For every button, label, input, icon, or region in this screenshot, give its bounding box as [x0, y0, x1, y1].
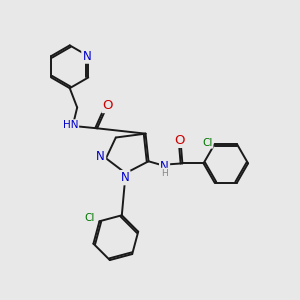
Text: N: N [82, 50, 91, 63]
Text: Cl: Cl [202, 138, 212, 148]
Text: N: N [96, 150, 105, 163]
Text: Cl: Cl [85, 213, 95, 223]
Text: O: O [174, 134, 185, 147]
Text: N: N [160, 160, 169, 173]
Text: N: N [121, 171, 129, 184]
Text: O: O [103, 99, 113, 112]
Text: HN: HN [63, 120, 78, 130]
Text: H: H [161, 169, 168, 178]
